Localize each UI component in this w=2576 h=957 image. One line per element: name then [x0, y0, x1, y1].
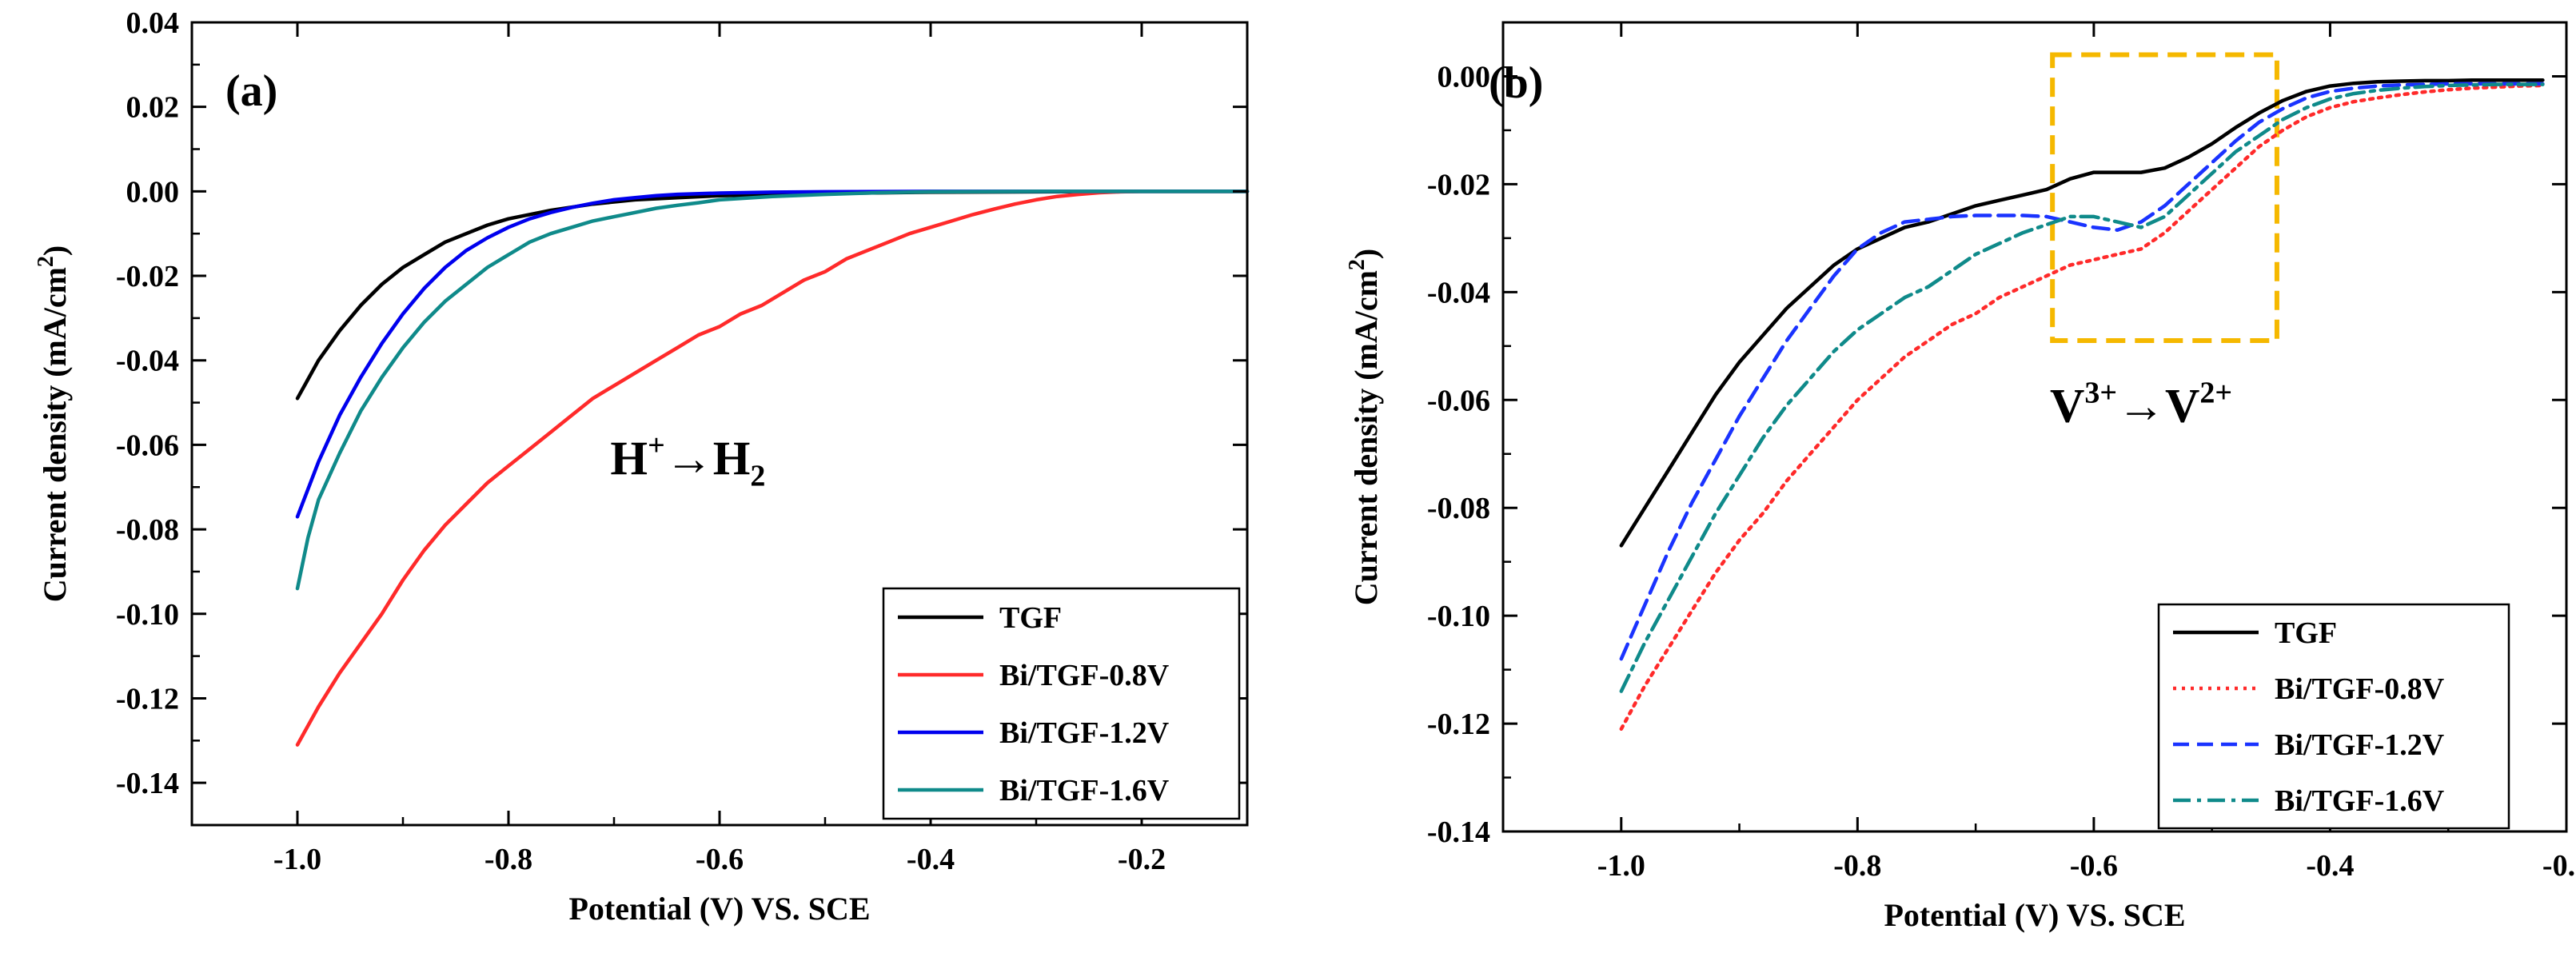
plot-frame: [1501, 21, 2568, 833]
x-tick-label: -1.0: [273, 843, 321, 876]
y-tick-label: -0.10: [1427, 600, 1490, 633]
legend-box: [882, 587, 1241, 820]
panel-label: (a): [225, 66, 277, 116]
y-tick-label: 0.02: [126, 91, 180, 125]
x-tick-label: -0.8: [484, 843, 532, 876]
y-axis-title: Current density (mA/cm2): [1345, 249, 1384, 606]
reaction-annotation: H+→H2: [610, 429, 765, 492]
y-tick-label: -0.04: [116, 345, 179, 378]
panel-label: (b): [1489, 58, 1543, 108]
y-axis-title: Current density (mA/cm2): [34, 245, 73, 603]
y-tick-label: -0.08: [116, 513, 179, 547]
series-line-3: [1619, 82, 2545, 661]
series-line-4: [295, 189, 1250, 591]
x-tick-label: -0.2: [1118, 843, 1166, 876]
x-tick-label: -0.4: [2306, 849, 2354, 883]
series-line-4: [1619, 82, 2545, 693]
legend-box: [2157, 603, 2510, 830]
legend-label-2: Bi/TGF-0.8V: [2275, 672, 2445, 706]
legend-label-1: TGF: [999, 601, 1062, 635]
y-tick-label: -0.06: [1427, 384, 1490, 417]
x-tick-label: -0.8: [1833, 849, 1881, 883]
panel-a-chart: -1.0 -0.8 -0.6 -0.4 -0.2 0.04 0.02 0.00 -0.02 -0.…: [34, 6, 1250, 927]
x-tick-label: -0.6: [696, 843, 744, 876]
y-axis-title-text: Current density (mA/cm: [1348, 270, 1384, 605]
legend-label-1: TGF: [2275, 616, 2337, 650]
y-tick-label: -0.12: [116, 682, 179, 716]
annot-arrow: →V: [2117, 379, 2199, 432]
y-tick-label: 0.00: [1438, 60, 1491, 94]
x-axis-title: Potential (V) VS. SCE: [568, 891, 870, 927]
legend-label-4: Bi/TGF-1.6V: [999, 774, 1170, 807]
series-line-1: [1619, 78, 2545, 548]
series-line-2: [1619, 83, 2545, 732]
y-tick-label: -0.10: [116, 598, 179, 632]
legend: TGF Bi/TGF-0.8V Bi/TGF-1.2V Bi/TGF-1.6V: [2157, 603, 2510, 830]
annot-sup2: 2+: [2199, 376, 2232, 409]
y-tick-label: -0.08: [1427, 492, 1490, 525]
legend-label-3: Bi/TGF-1.2V: [999, 716, 1170, 750]
x-tick-label: -0.6: [2070, 849, 2118, 883]
x-axis-title: Potential (V) VS. SCE: [1884, 897, 2185, 933]
legend-label-3: Bi/TGF-1.2V: [2275, 728, 2445, 762]
panel-b-chart: -1.0 -0.8 -0.6 -0.4 -0.2 0.00 -0.02 -0.04 -0.06 -…: [1345, 21, 2576, 933]
y-tick-label: -0.02: [116, 260, 179, 293]
y-axis-title-end: ): [1348, 249, 1384, 259]
annot-sup: 3+: [2084, 376, 2117, 409]
legend: TGF Bi/TGF-0.8V Bi/TGF-1.2V Bi/TGF-1.6V: [882, 587, 1241, 820]
y-axis-title-sup: 2: [34, 256, 58, 267]
y-tick-label: 0.04: [126, 6, 180, 40]
annot-sup: +: [648, 429, 665, 462]
annot-sub: 2: [750, 459, 765, 492]
legend-label-2: Bi/TGF-0.8V: [999, 659, 1170, 692]
annot-arrow: →H: [665, 432, 751, 484]
annot-main: V: [2050, 379, 2084, 432]
y-tick-label: 0.00: [126, 175, 180, 209]
highlight-box: [2050, 52, 2279, 344]
y-tick-label: -0.14: [116, 767, 179, 800]
y-axis-title-text: Current density (mA/cm: [37, 267, 73, 602]
series-line-2: [295, 189, 1250, 747]
y-axis-title-sup: 2: [1345, 259, 1370, 270]
reaction-annotation: V3+→V2+: [2050, 376, 2232, 432]
y-tick-label: -0.04: [1427, 276, 1490, 309]
y-tick-label: -0.12: [1427, 708, 1490, 741]
series-line-3: [295, 189, 1250, 519]
y-axis-title-end: ): [37, 245, 73, 256]
y-tick-label: -0.14: [1427, 815, 1490, 849]
x-tick-label: -1.0: [1597, 849, 1645, 883]
annot-main: H: [610, 432, 648, 484]
series-line-1: [295, 189, 1250, 401]
y-tick-label: -0.06: [116, 429, 179, 462]
legend-label-4: Bi/TGF-1.6V: [2275, 784, 2445, 818]
x-tick-label: -0.2: [2542, 849, 2576, 883]
x-tick-label: -0.4: [907, 843, 955, 876]
y-tick-label: -0.02: [1427, 168, 1490, 201]
